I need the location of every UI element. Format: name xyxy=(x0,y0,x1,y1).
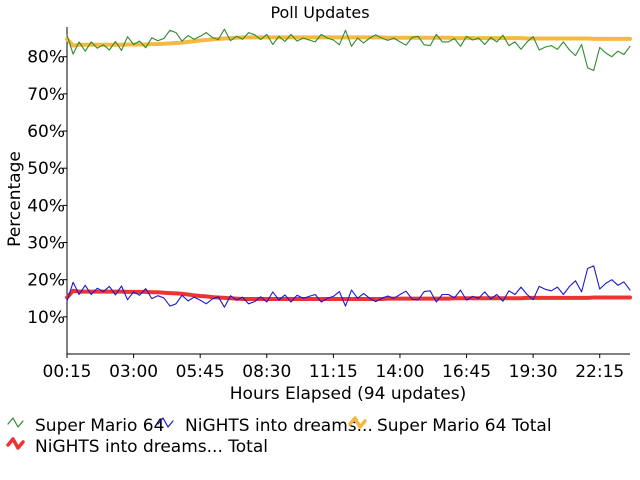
legend-swatch xyxy=(157,417,174,428)
legend-label: NiGHTS into dreams... Total xyxy=(35,437,268,457)
axes xyxy=(66,27,630,355)
x-tick-label: 11:15 xyxy=(309,362,358,382)
x-tick-label: 03:00 xyxy=(109,362,158,382)
y-tick-label: 50% xyxy=(27,159,65,179)
legend-label: Super Mario 64 xyxy=(35,416,164,436)
series-line-0 xyxy=(66,28,631,72)
x-tick-label: 14:00 xyxy=(375,362,424,382)
y-tick-label: 60% xyxy=(27,122,65,142)
legend: Super Mario 64 NiGHTS into dreams... Super… xyxy=(6,416,552,457)
y-tick-label: 30% xyxy=(27,234,65,254)
series-layer xyxy=(65,28,632,308)
x-tick-label: 08:30 xyxy=(242,362,291,382)
y-tick-label: 70% xyxy=(27,85,65,105)
legend-swatch xyxy=(7,417,24,428)
x-tick-label: 05:45 xyxy=(176,362,225,382)
x-axis-ticks: 00:15 03:00 05:45 08:30 11:15 14:00 16:45 19:30… xyxy=(43,354,624,382)
series-line-1 xyxy=(66,265,631,308)
y-tick-label: 80% xyxy=(27,48,65,68)
legend-swatch xyxy=(348,416,367,429)
y-axis-ticks: 10% 20% 30% 40% 50% 60% 70% 80% xyxy=(27,48,67,328)
y-tick-label: 40% xyxy=(27,196,65,216)
x-axis-title: Hours Elapsed (94 updates) xyxy=(230,384,466,404)
x-tick-label: 19:30 xyxy=(509,362,558,382)
chart-title: Poll Updates xyxy=(270,3,369,22)
y-tick-label: 10% xyxy=(27,308,65,328)
x-tick-label: 00:15 xyxy=(43,362,92,382)
y-tick-label: 20% xyxy=(27,271,65,291)
x-tick-label: 16:45 xyxy=(442,362,491,382)
legend-label: NiGHTS into dreams... xyxy=(185,416,373,436)
legend-label: Super Mario 64 Total xyxy=(377,416,552,436)
legend-swatch xyxy=(6,437,25,450)
y-axis-title: Percentage xyxy=(5,151,25,247)
x-tick-label: 22:15 xyxy=(575,362,624,382)
